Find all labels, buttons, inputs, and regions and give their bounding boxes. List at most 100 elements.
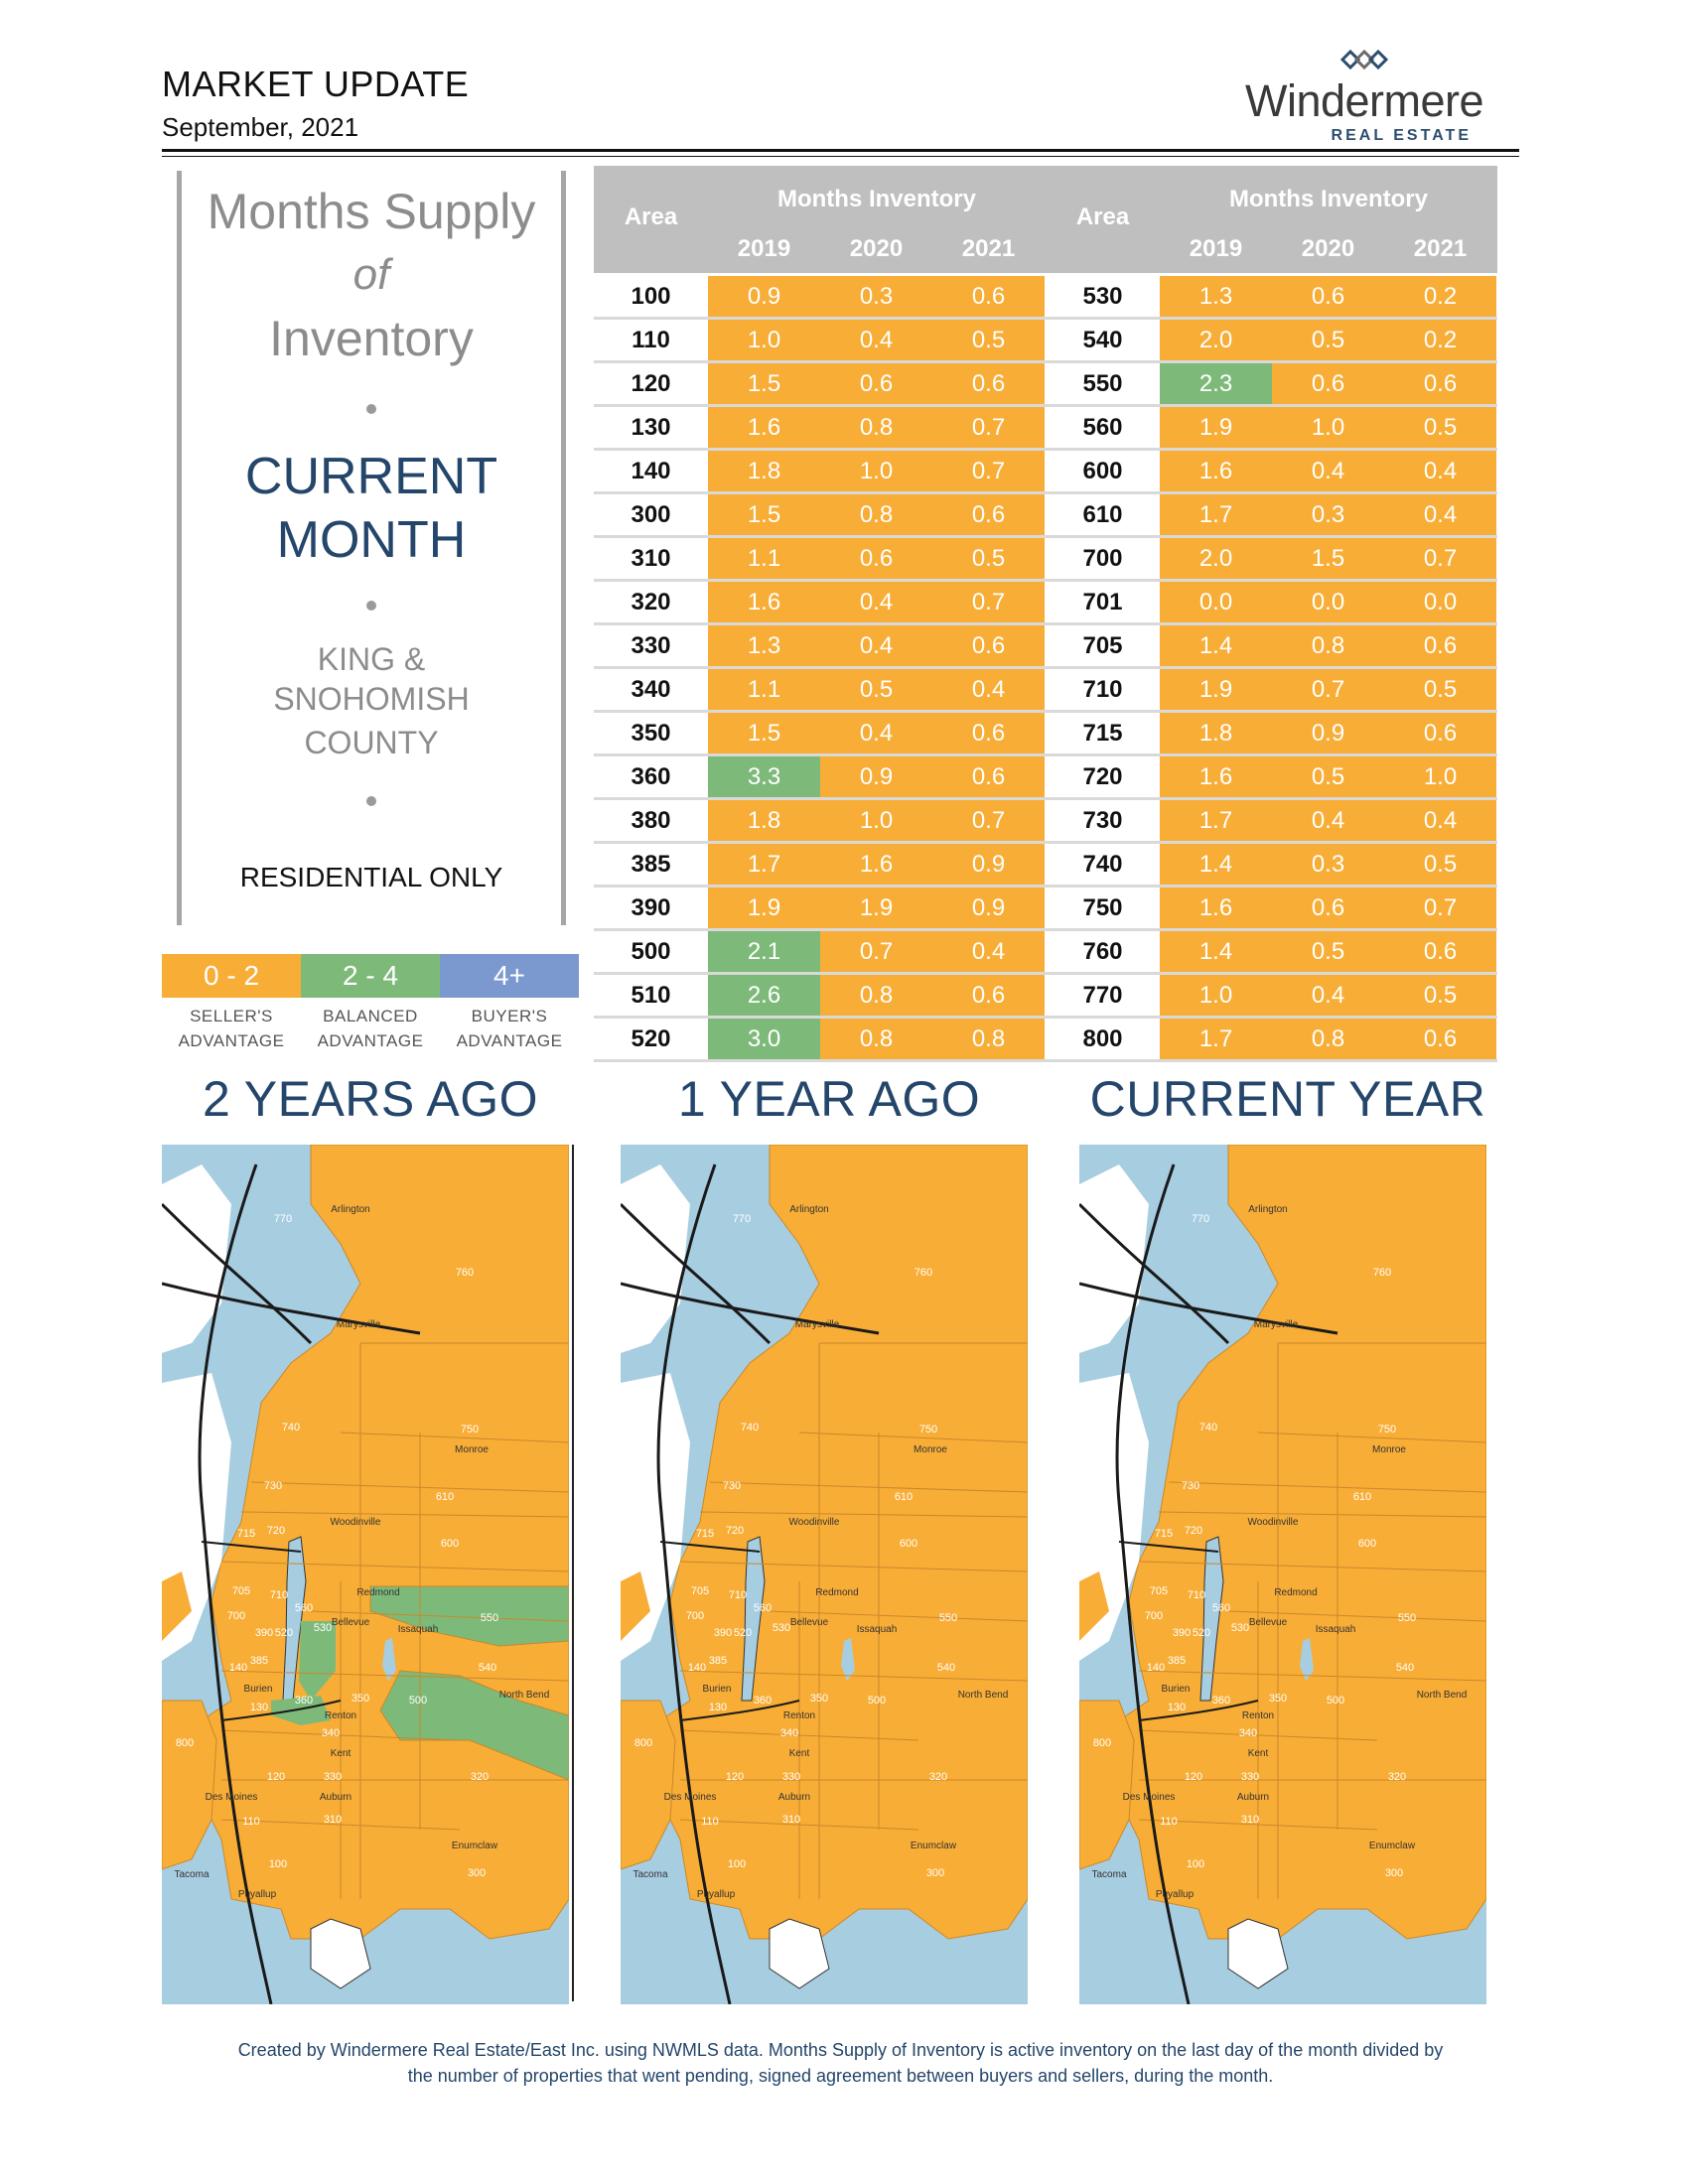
inventory-cell-2020: 0.5 [820,669,932,710]
area-label-390: 390 [714,1627,732,1639]
inventory-cell-2019: 1.3 [708,625,820,666]
windermere-mark-icon [1339,49,1389,70]
table-header: Area Months Inventory 2019 2020 2021 [1046,166,1497,273]
row-separator [1046,404,1497,407]
inventory-cell-2020: 0.4 [1272,975,1384,1016]
area-label-120: 120 [726,1771,744,1783]
area-label-350: 350 [810,1693,828,1705]
place-label: Renton [783,1710,815,1721]
region-map-svg: 770 760 740 750 730 610 715 720 600 705 710 560 550 7… [621,1145,1028,2004]
area-label-600: 600 [1358,1538,1376,1550]
footer-line-1: Created by Windermere Real Estate/East I… [237,2040,1444,2060]
area-label-560: 560 [1212,1602,1230,1614]
area-label-710: 710 [270,1589,288,1601]
area-cell: 705 [1046,625,1160,666]
row-separator [1046,797,1497,800]
inventory-cell-2020: 0.8 [820,494,932,535]
panel-county-line2: SNOHOMISH [273,681,470,717]
area-label-720: 720 [267,1525,285,1537]
area-cell: 100 [594,276,708,317]
inventory-cell-2021: 0.5 [1384,407,1496,448]
table-row: 385 1.7 1.6 0.9 [594,844,1046,885]
inventory-cell-2020: 0.9 [820,756,932,797]
place-label: Issaquah [398,1624,439,1635]
row-separator [594,535,1046,538]
area-cell: 715 [1046,713,1160,753]
map-1-year-ago: 770 760 740 750 730 610 715 720 600 705 710 560 550 7… [621,1145,1028,2004]
area-label-550: 550 [939,1612,957,1624]
year-header-2020: 2020 [849,235,904,262]
panel-county-line3: COUNTY [304,725,439,760]
place-label: Marysville [795,1319,840,1330]
place-label: Puyallup [238,1889,277,1900]
area-boundary [1138,1670,1486,1682]
bullet-dot [366,404,376,414]
area-label-120: 120 [267,1771,285,1783]
table-row: 500 2.1 0.7 0.4 [594,931,1046,972]
area-label-540: 540 [937,1662,955,1674]
inventory-cell-2019: 1.4 [1160,625,1272,666]
inventory-cell-2021: 0.8 [932,1019,1045,1059]
row-separator [1046,317,1497,320]
inventory-cell-2020: 0.7 [1272,669,1384,710]
inventory-cell-2020: 0.8 [820,1019,932,1059]
place-label: Enumclaw [911,1841,957,1851]
inventory-cell-2019: 1.6 [1160,756,1272,797]
interstate-5-line [656,1163,732,2004]
inventory-cell-2019: 0.9 [708,276,820,317]
place-label: Kent [1248,1748,1269,1759]
inventory-cell-2021: 0.6 [1384,625,1496,666]
inventory-cell-2019: 1.8 [708,800,820,841]
inventory-cell-2020: 0.7 [820,931,932,972]
highway-line [679,1700,800,1721]
lake-washington [1199,1536,1224,1702]
area-cell: 320 [594,582,708,622]
inventory-cell-2019: 1.6 [1160,451,1272,491]
area-label-320: 320 [929,1771,947,1783]
inventory-cell-2021: 0.5 [932,538,1045,579]
inventory-cell-2019: 1.3 [1160,276,1272,317]
place-label: Burien [244,1684,273,1695]
inventory-cell-2020: 0.6 [1272,887,1384,928]
logo-name: Windermere [1244,75,1484,126]
table-row: 310 1.1 0.6 0.5 [594,538,1046,579]
area-cell: 385 [594,844,708,885]
area-label-500: 500 [868,1695,886,1706]
inventory-cell-2020: 0.4 [1272,800,1384,841]
area-label-500: 500 [409,1695,427,1706]
area-label-705: 705 [691,1585,709,1597]
inventory-cell-2020: 0.5 [1272,320,1384,360]
area-label-140: 140 [688,1662,706,1674]
place-label: Woodinville [1248,1517,1299,1528]
area-label-520: 520 [734,1627,752,1639]
highway-line [220,1700,342,1721]
row-separator [594,753,1046,756]
interstate-5-line [198,1163,273,2004]
inventory-cell-2019: 1.7 [708,844,820,885]
months-inventory-header: Months Inventory [776,186,976,212]
logo-subtitle: REAL ESTATE [1331,127,1472,144]
area-label-700: 700 [686,1610,704,1622]
place-label: Tacoma [1091,1869,1126,1880]
area-label-100: 100 [1187,1858,1204,1870]
table-row: 800 1.7 0.8 0.6 [1046,1019,1497,1059]
place-label: Tacoma [633,1869,667,1880]
area-label-500: 500 [1327,1695,1344,1706]
inventory-cell-2021: 0.6 [932,276,1045,317]
inventory-cell-2021: 0.6 [1384,713,1496,753]
inventory-cell-2021: 0.5 [1384,844,1496,885]
area-label-705: 705 [232,1585,250,1597]
area-label-720: 720 [726,1525,744,1537]
place-label: Marysville [337,1319,381,1330]
legend-seller-label-2: ADVANTAGE [178,1031,285,1050]
inventory-cell-2019: 2.3 [1160,363,1272,404]
area-cell: 740 [1046,844,1160,885]
area-cell: 520 [594,1019,708,1059]
place-label: Renton [1242,1710,1274,1721]
inventory-cell-2019: 2.6 [708,975,820,1016]
legend-buyer-label: BUYER'S ADVANTAGE [440,1004,579,1053]
reservation-outline [310,1918,371,1989]
place-label: North Bend [499,1690,550,1701]
inventory-cell-2021: 0.4 [932,931,1045,972]
header-rule [162,149,1519,152]
